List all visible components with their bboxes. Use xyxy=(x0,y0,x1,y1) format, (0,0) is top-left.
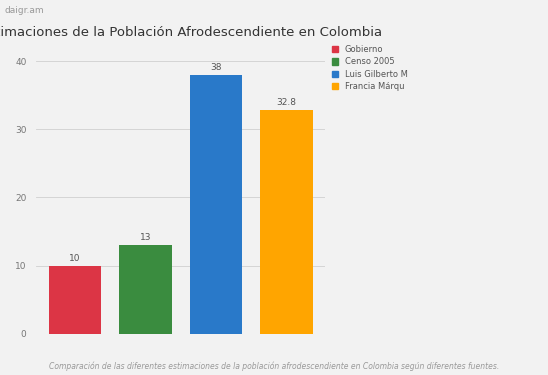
Text: Comparación de las diferentes estimaciones de la población afrodescendiente en C: Comparación de las diferentes estimacion… xyxy=(49,362,499,371)
Bar xyxy=(260,110,313,334)
Text: 38: 38 xyxy=(210,63,222,72)
Bar xyxy=(119,245,172,334)
Title: Estimaciones de la Población Afrodescendiente en Colombia: Estimaciones de la Población Afrodescend… xyxy=(0,26,382,39)
Text: 10: 10 xyxy=(69,254,81,263)
Text: 32.8: 32.8 xyxy=(277,98,296,107)
Bar xyxy=(190,75,242,334)
Bar xyxy=(49,266,101,334)
Text: 13: 13 xyxy=(140,234,151,243)
Legend: Gobierno, Censo 2005, Luis Gilberto M, Francia Márqu: Gobierno, Censo 2005, Luis Gilberto M, F… xyxy=(328,42,411,94)
Text: daigr.am: daigr.am xyxy=(4,6,44,15)
